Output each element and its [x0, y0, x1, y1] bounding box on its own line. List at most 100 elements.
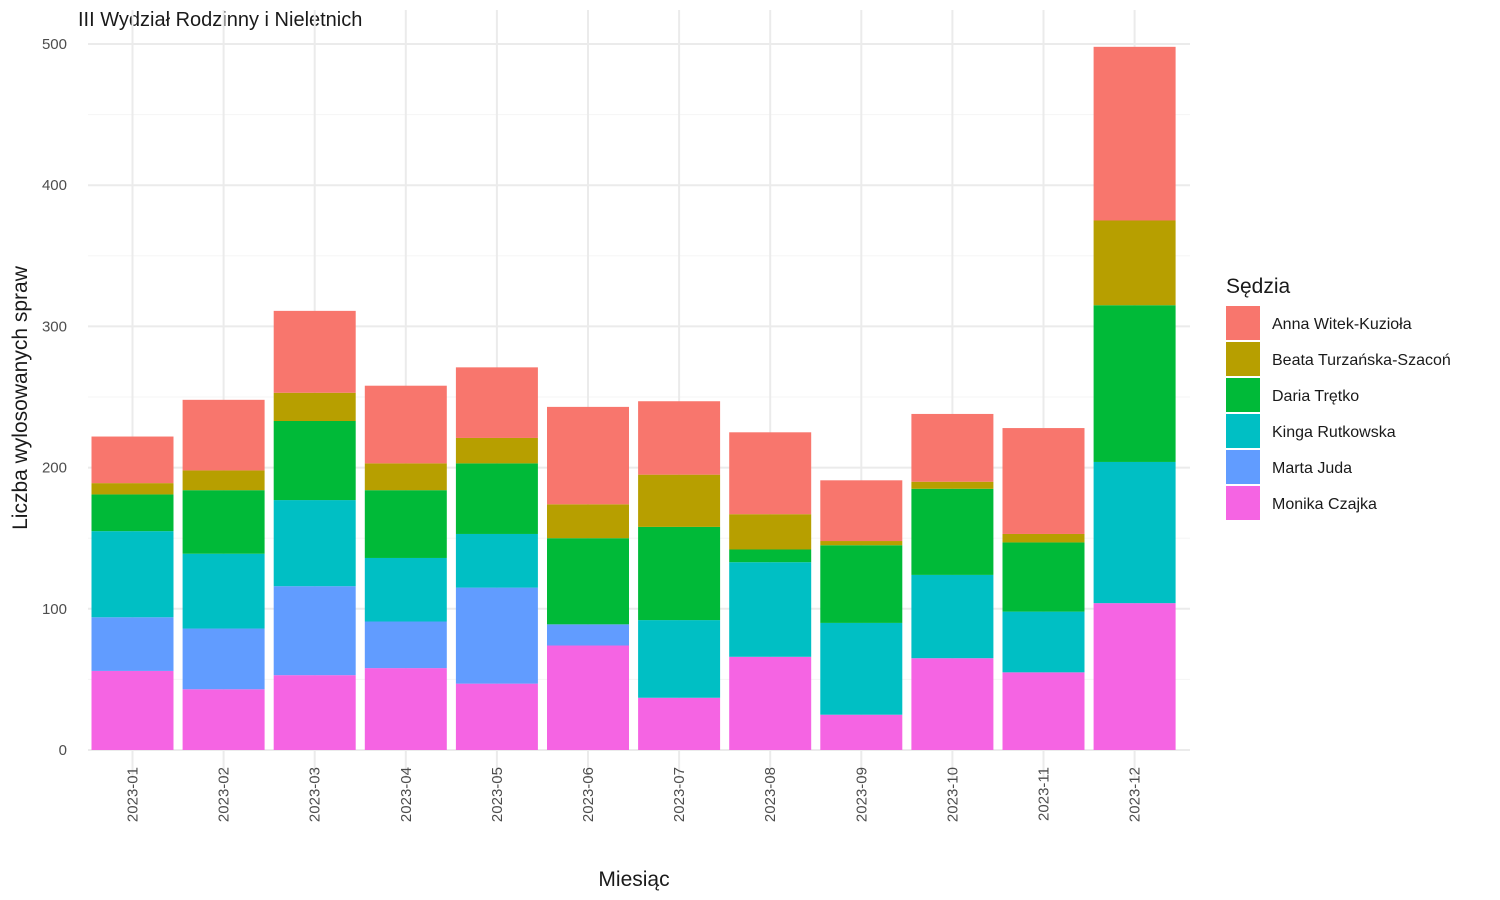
bar-segment: [638, 620, 721, 698]
bar-segment: [1093, 220, 1176, 306]
bar-segment: [820, 622, 903, 715]
bar-segment: [364, 621, 447, 669]
bar-segment: [638, 401, 721, 475]
bar-segment: [820, 714, 903, 750]
bar-segment: [455, 367, 538, 438]
bar-segment: [911, 413, 994, 482]
bar-segment: [729, 562, 812, 657]
bar-segment: [364, 385, 447, 464]
bar-segment: [820, 545, 903, 623]
legend-title: Sędzia: [1226, 275, 1291, 298]
x-tick-label: 2023-03: [307, 767, 324, 822]
bar-segment: [273, 675, 356, 750]
legend-key: [1226, 450, 1260, 484]
x-tick-label: 2023-06: [580, 767, 597, 822]
bar-segment: [91, 494, 174, 532]
x-tick-label: 2023-12: [1127, 767, 1144, 822]
x-tick-label: 2023-02: [216, 767, 233, 822]
bar-segment: [820, 480, 903, 542]
bar-segment: [638, 474, 721, 527]
y-tick-label: 500: [42, 36, 67, 53]
bar-segment: [455, 533, 538, 588]
bar-segment: [1093, 46, 1176, 221]
y-axis-title: Liczba wylosowanych spraw: [9, 265, 32, 530]
bar-segment: [820, 541, 903, 546]
y-tick-label: 300: [42, 318, 67, 335]
legend-label: Marta Juda: [1272, 460, 1352, 477]
bar-segment: [364, 557, 447, 622]
bar-segment: [638, 697, 721, 750]
bar-segment: [547, 645, 629, 750]
y-tick-label: 400: [42, 177, 67, 194]
y-tick-label: 100: [42, 601, 67, 618]
bar-segment: [273, 500, 356, 587]
bar-segment: [547, 538, 629, 625]
legend-label: Kinga Rutkowska: [1272, 424, 1396, 441]
x-tick-label: 2023-11: [1036, 767, 1053, 821]
bar-segment: [1002, 672, 1085, 750]
x-tick-label: 2023-10: [944, 767, 961, 822]
bar-segment: [364, 490, 447, 558]
bar-segment: [273, 392, 356, 422]
y-tick-label: 200: [42, 460, 67, 477]
bar-segment: [364, 668, 447, 750]
bar-segment: [729, 656, 812, 750]
legend-key: [1226, 414, 1260, 448]
bar-segment: [729, 549, 812, 563]
bar-segment: [1093, 461, 1176, 604]
bar-segment: [1093, 305, 1176, 462]
x-tick-label: 2023-07: [671, 767, 688, 822]
bar-segment: [182, 553, 265, 629]
bar-segment: [1002, 428, 1085, 534]
bar-segment: [1093, 603, 1176, 750]
chart-title: III Wydział Rodzinny i Nieletnich: [78, 9, 362, 31]
bar-segment: [1002, 542, 1085, 612]
bar-segment: [455, 437, 538, 464]
bar-segment: [547, 504, 629, 539]
bar-segment: [638, 526, 721, 621]
legend-label: Beata Turzańska-Szacoń: [1272, 352, 1451, 369]
bar-segment: [729, 514, 812, 550]
bar-segment: [911, 481, 994, 489]
x-axis-ticks: 2023-01 2023-02 2023-03 2023-04 2023-05 2023-…: [125, 767, 1144, 822]
legend-label: Anna Witek-Kuzioła: [1272, 316, 1412, 333]
bar-segment: [273, 310, 356, 393]
legend-key: [1226, 378, 1260, 412]
x-tick-label: 2023-09: [853, 767, 870, 822]
legend-key: [1226, 306, 1260, 340]
legend-label: Daria Trętko: [1272, 388, 1359, 405]
x-tick-label: 2023-05: [489, 767, 506, 822]
bar-segment: [911, 488, 994, 575]
y-axis-ticks: 0 100 200 300 400 500: [42, 36, 67, 759]
bar-segment: [911, 658, 994, 750]
bar-segment: [1002, 611, 1085, 673]
bar-segment: [91, 670, 174, 750]
bar-segment: [455, 587, 538, 684]
legend-label: Monika Czajka: [1272, 496, 1377, 513]
bar-segment: [729, 432, 812, 515]
bar-segment: [455, 463, 538, 534]
bar-segment: [182, 399, 265, 471]
legend-key: [1226, 342, 1260, 376]
bar-segment: [547, 406, 629, 505]
bar-segment: [911, 574, 994, 659]
bar-segment: [182, 490, 265, 554]
bar-segment: [1002, 533, 1085, 543]
x-tick-label: 2023-08: [762, 767, 779, 822]
bar-segment: [91, 483, 174, 495]
x-axis-title: Miesiąc: [598, 868, 669, 891]
bar-segment: [364, 463, 447, 491]
bar-segment: [273, 421, 356, 501]
bars: [91, 46, 1176, 750]
bar-segment: [182, 470, 265, 491]
x-tick-label: 2023-01: [125, 767, 142, 822]
bar-segment: [455, 683, 538, 750]
bar-segment: [182, 689, 265, 750]
x-tick-label: 2023-04: [398, 767, 415, 822]
y-tick-label: 0: [59, 742, 67, 759]
bar-segment: [547, 624, 629, 646]
bar-segment: [273, 586, 356, 676]
bar-segment: [91, 531, 174, 618]
bar-segment: [91, 436, 174, 484]
